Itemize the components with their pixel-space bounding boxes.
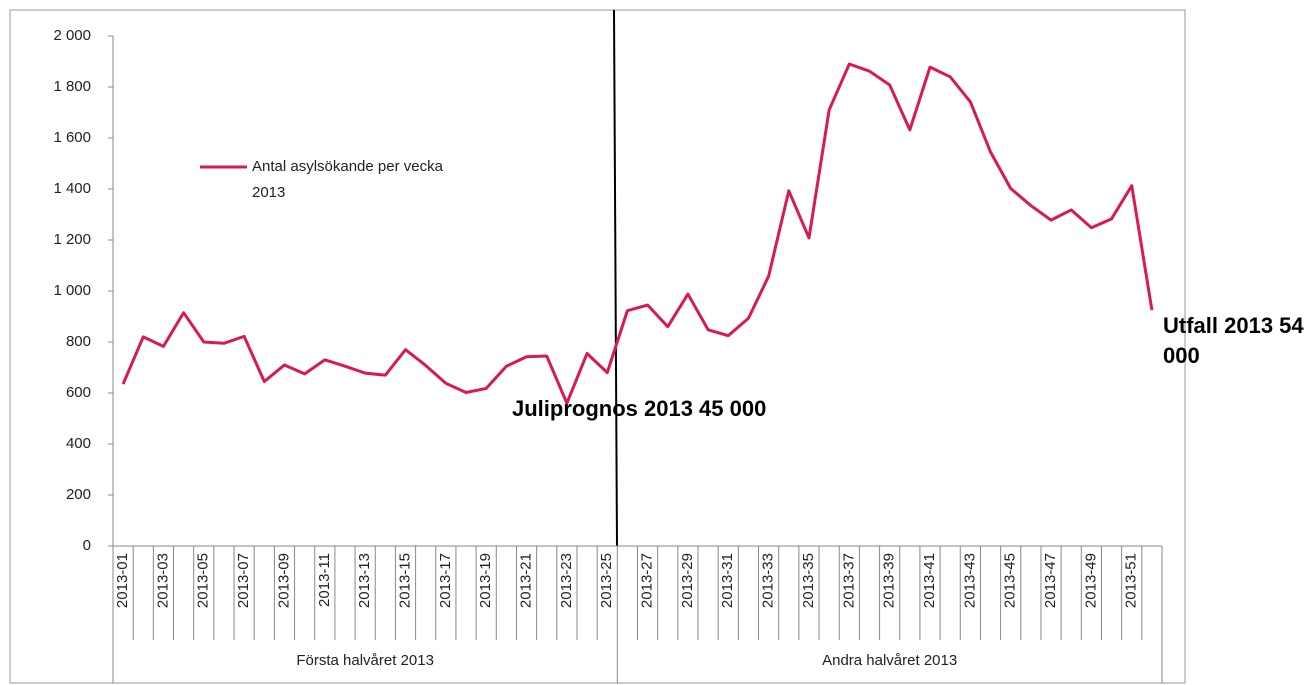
- annotation: Utfall 2013 54 000: [1163, 313, 1304, 368]
- x-tick-label: 2013-07: [235, 553, 252, 608]
- x-tick-label: 2013-51: [1123, 553, 1140, 608]
- y-tick-label: 1 800: [53, 78, 91, 95]
- y-tick-label: 200: [66, 486, 91, 503]
- legend-label: Antal asylsökande per vecka 2013: [252, 158, 443, 201]
- y-tick-label: 1 400: [53, 180, 91, 197]
- series-line: [121, 62, 1154, 405]
- x-tick-label: 2013-03: [154, 553, 171, 608]
- x-tick-label: 2013-39: [881, 553, 898, 608]
- y-tick-label: 800: [66, 333, 91, 350]
- y-tick-label: 600: [66, 384, 91, 401]
- group-label: Andra halvåret 2013: [822, 652, 957, 669]
- x-tick-label: 2013-23: [558, 553, 575, 608]
- y-tick-label: 0: [83, 537, 91, 554]
- x-tick-label: 2013-19: [477, 553, 494, 608]
- x-tick-label: 2013-45: [1002, 553, 1019, 608]
- x-tick-label: 2013-49: [1082, 553, 1099, 608]
- chart-frame: [9, 9, 1186, 684]
- x-tick-label: 2013-11: [316, 553, 333, 607]
- y-tick-label: 1 200: [53, 231, 91, 248]
- x-tick-label: 2013-41: [921, 553, 938, 608]
- x-tick-label: 2013-15: [396, 553, 413, 608]
- x-tick-label: 2013-01: [114, 553, 131, 608]
- y-tick-label: 2 000: [53, 27, 91, 44]
- y-tick-label: 1 600: [53, 129, 91, 146]
- x-tick-label: 2013-05: [195, 553, 212, 608]
- x-tick-label: 2013-47: [1042, 553, 1059, 608]
- x-tick-label: 2013-33: [760, 553, 777, 608]
- x-tick-label: 2013-27: [639, 553, 656, 608]
- x-tick-label: 2013-29: [679, 553, 696, 608]
- divider-line: [613, 9, 618, 547]
- y-tick-label: 1 000: [53, 282, 91, 299]
- annotation: Juliprognos 2013 45 000: [512, 396, 767, 421]
- x-tick-label: 2013-43: [961, 553, 978, 608]
- x-tick-label: 2013-21: [518, 553, 535, 608]
- group-label: Första halvåret 2013: [296, 652, 434, 669]
- x-tick-label: 2013-13: [356, 553, 373, 608]
- y-tick-label: 400: [66, 435, 91, 452]
- x-tick-label: 2013-31: [719, 553, 736, 608]
- x-tick-label: 2013-35: [800, 553, 817, 608]
- x-tick-label: 2013-37: [840, 553, 857, 608]
- x-tick-label: 2013-17: [437, 553, 454, 608]
- x-tick-label: 2013-25: [598, 553, 615, 608]
- x-tick-label: 2013-09: [275, 553, 292, 608]
